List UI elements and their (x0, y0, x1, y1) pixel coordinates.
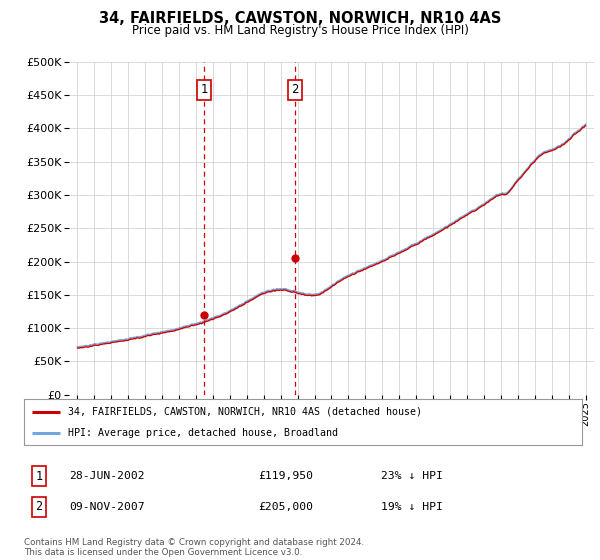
Text: 2: 2 (292, 83, 299, 96)
Text: Price paid vs. HM Land Registry's House Price Index (HPI): Price paid vs. HM Land Registry's House … (131, 24, 469, 36)
Text: 34, FAIRFIELDS, CAWSTON, NORWICH, NR10 4AS: 34, FAIRFIELDS, CAWSTON, NORWICH, NR10 4… (99, 11, 501, 26)
Text: HPI: Average price, detached house, Broadland: HPI: Average price, detached house, Broa… (68, 428, 338, 438)
Text: 1: 1 (200, 83, 208, 96)
Text: 09-NOV-2007: 09-NOV-2007 (69, 502, 145, 512)
Text: 28-JUN-2002: 28-JUN-2002 (69, 471, 145, 481)
Text: 1: 1 (35, 469, 43, 483)
Text: 19% ↓ HPI: 19% ↓ HPI (381, 502, 443, 512)
Text: £205,000: £205,000 (258, 502, 313, 512)
Text: £119,950: £119,950 (258, 471, 313, 481)
Text: Contains HM Land Registry data © Crown copyright and database right 2024.
This d: Contains HM Land Registry data © Crown c… (24, 538, 364, 557)
Text: 2: 2 (35, 500, 43, 514)
Text: 34, FAIRFIELDS, CAWSTON, NORWICH, NR10 4AS (detached house): 34, FAIRFIELDS, CAWSTON, NORWICH, NR10 4… (68, 407, 422, 417)
Text: 23% ↓ HPI: 23% ↓ HPI (381, 471, 443, 481)
